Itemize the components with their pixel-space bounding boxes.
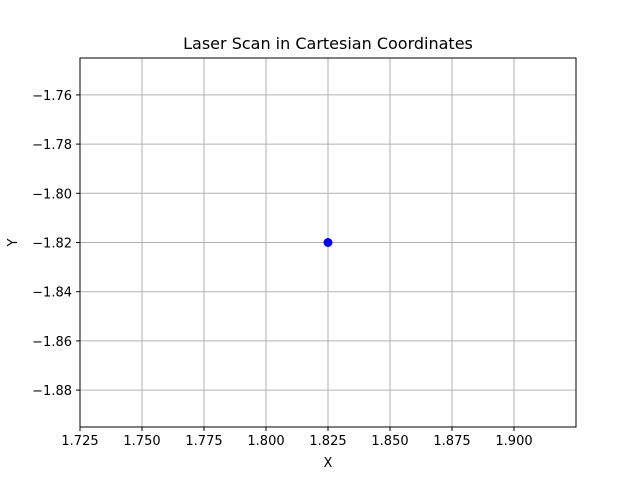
y-axis-label: Y — [6, 238, 21, 247]
y-tick-label: −1.88 — [32, 384, 72, 399]
x-axis-label: X — [324, 456, 333, 471]
scatter-point — [323, 238, 333, 247]
y-tick-label: −1.82 — [32, 237, 72, 252]
x-tick-label: 1.725 — [61, 434, 98, 449]
data-points — [323, 238, 333, 247]
y-tick-label: −1.84 — [32, 286, 72, 301]
x-tick-label: 1.775 — [185, 434, 222, 449]
y-tick-label: −1.76 — [32, 89, 72, 104]
x-tick-label: 1.850 — [371, 434, 408, 449]
y-tick-label: −1.86 — [32, 335, 72, 350]
chart-title: Laser Scan in Cartesian Coordinates — [183, 34, 473, 53]
x-tick-label: 1.800 — [247, 434, 284, 449]
y-tick-label: −1.80 — [32, 187, 72, 202]
x-axis-ticks: 1.725 1.750 1.775 1.800 1.825 1.850 1.875 1.900 — [61, 427, 533, 449]
x-tick-label: 1.875 — [433, 434, 470, 449]
y-axis-ticks: −1.76 −1.78 −1.80 −1.82 −1.84 −1.86 −1.88 — [32, 89, 80, 399]
y-tick-label: −1.78 — [32, 138, 72, 153]
x-tick-label: 1.900 — [495, 434, 532, 449]
x-tick-label: 1.825 — [309, 434, 346, 449]
x-tick-label: 1.750 — [123, 434, 160, 449]
